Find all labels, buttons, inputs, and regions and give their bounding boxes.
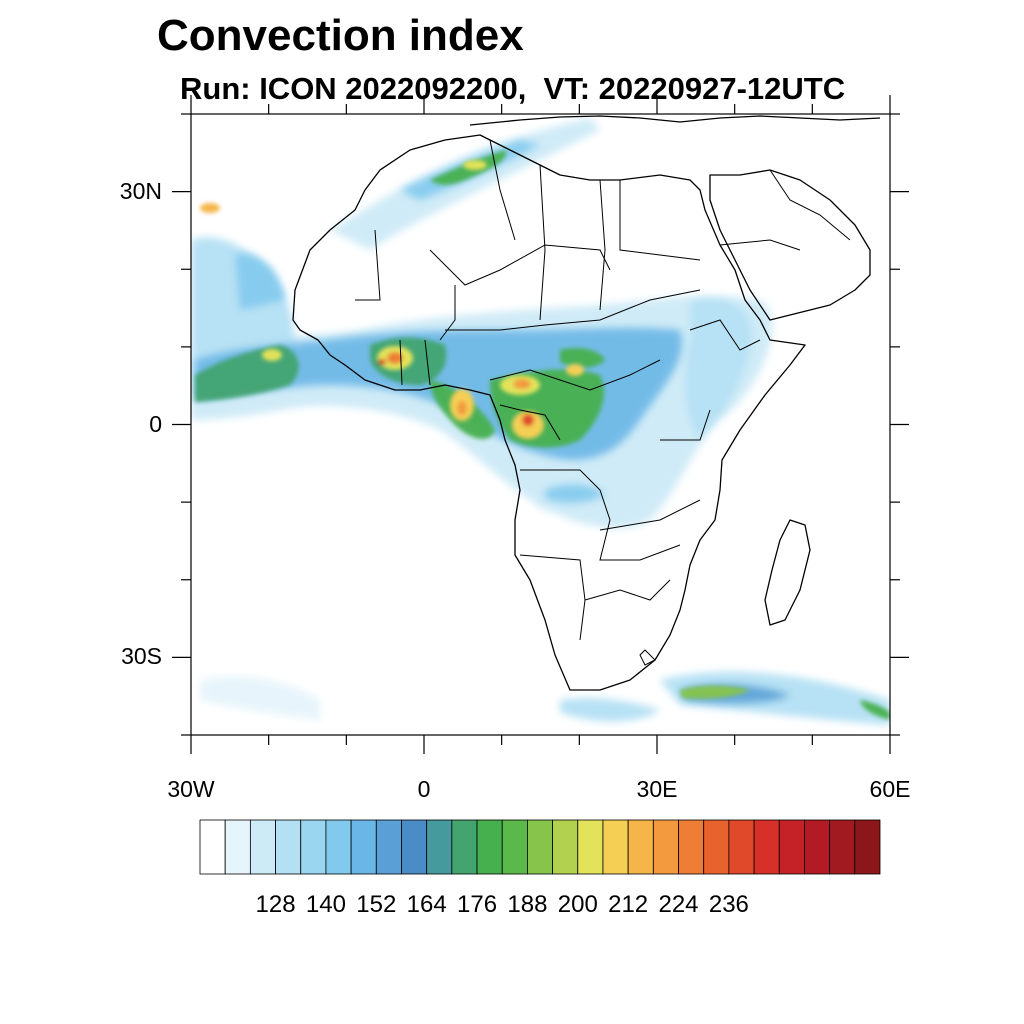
field-red-congo [522, 414, 534, 426]
colorbar-label: 140 [306, 891, 346, 918]
axis-ticks [172, 95, 909, 754]
lat-tick-label: 30S [121, 643, 162, 670]
colorbar-label: 236 [709, 891, 749, 918]
colorbar-swatch [778, 819, 805, 875]
europe-coast [469, 115, 881, 126]
africa-coastline [292, 134, 806, 691]
field-light-south-africa [560, 698, 660, 722]
colorbar-swatch [602, 819, 629, 875]
colorbar-swatch [627, 819, 654, 875]
colorbar-label: 176 [457, 891, 497, 918]
colorbar-swatch [275, 819, 302, 875]
map-subtitle: Run: ICON 2022092200, VT: 20220927-12UTC [180, 71, 846, 106]
colorbar-swatch [224, 819, 251, 875]
country-borders [355, 139, 851, 666]
field-green-east [560, 348, 605, 368]
lat-tick-label: 0 [149, 410, 162, 437]
field-light-saharan-band [330, 118, 600, 250]
colorbar-label: 188 [507, 891, 547, 918]
field-yellow-atlantic [262, 349, 282, 361]
colorbar-label: 200 [558, 891, 598, 918]
colorbar-label: 128 [256, 891, 296, 918]
lon-tick-label: 60E [869, 776, 911, 802]
colorbar: 128 140 152 164 176 188 200 212 224 236 [199, 819, 881, 918]
madagascar [764, 519, 811, 626]
colorbar-swatch [552, 819, 579, 875]
lon-tick-label: 30W [167, 776, 215, 802]
colorbar-swatch [426, 819, 453, 875]
colorbar-swatch [829, 819, 856, 875]
field-light-south-atlantic [200, 676, 320, 720]
colorbar-swatch [728, 819, 755, 875]
field-yellow-canary [200, 203, 220, 213]
field-green-southeast [860, 700, 890, 720]
colorbar-label: 164 [407, 891, 447, 918]
field-orange-gulf [457, 401, 467, 415]
field-mid-atlantic-north [235, 254, 285, 310]
colorbar-label: 152 [356, 891, 396, 918]
colorbar-swatch [451, 819, 478, 875]
lon-tick-label: 0 [417, 776, 431, 802]
field-red-westafrica [378, 359, 386, 365]
lon-tick-label: 30E [636, 776, 678, 802]
map-title: Convection index [157, 11, 524, 60]
colorbar-swatch [401, 819, 428, 875]
colorbar-swatch [350, 819, 377, 875]
field-mid-angola [545, 484, 605, 503]
colorbar-swatch [577, 819, 604, 875]
colorbar-swatch [501, 819, 528, 875]
colorbar-label: 212 [608, 891, 648, 918]
colorbar-swatch [527, 819, 553, 875]
field-orange-westafrica [387, 352, 403, 364]
arabia-coastline [709, 169, 871, 321]
colorbar-swatch [476, 819, 503, 875]
lat-tick-label: 30N [119, 177, 162, 204]
field-light-east-africa [684, 297, 752, 440]
colorbar-swatch [249, 819, 276, 875]
colorbar-swatch [325, 819, 352, 875]
field-orange-central [513, 379, 531, 389]
coastlines [292, 115, 881, 691]
colorbar-swatch [678, 819, 705, 875]
colorbar-swatch [804, 819, 831, 875]
colorbar-swatch [854, 819, 881, 875]
colorbar-swatch [703, 819, 730, 875]
colorbar-label: 224 [658, 891, 698, 918]
colorbar-swatch [199, 819, 226, 875]
field-yellow-sahara [463, 160, 487, 170]
field-green-south-indian [680, 685, 750, 699]
field-yellow-east [566, 364, 584, 376]
colorbar-swatch [375, 819, 402, 875]
convection-field [191, 114, 890, 735]
colorbar-swatch [753, 819, 780, 875]
colorbar-swatch [300, 819, 327, 875]
colorbar-swatch [652, 819, 679, 875]
